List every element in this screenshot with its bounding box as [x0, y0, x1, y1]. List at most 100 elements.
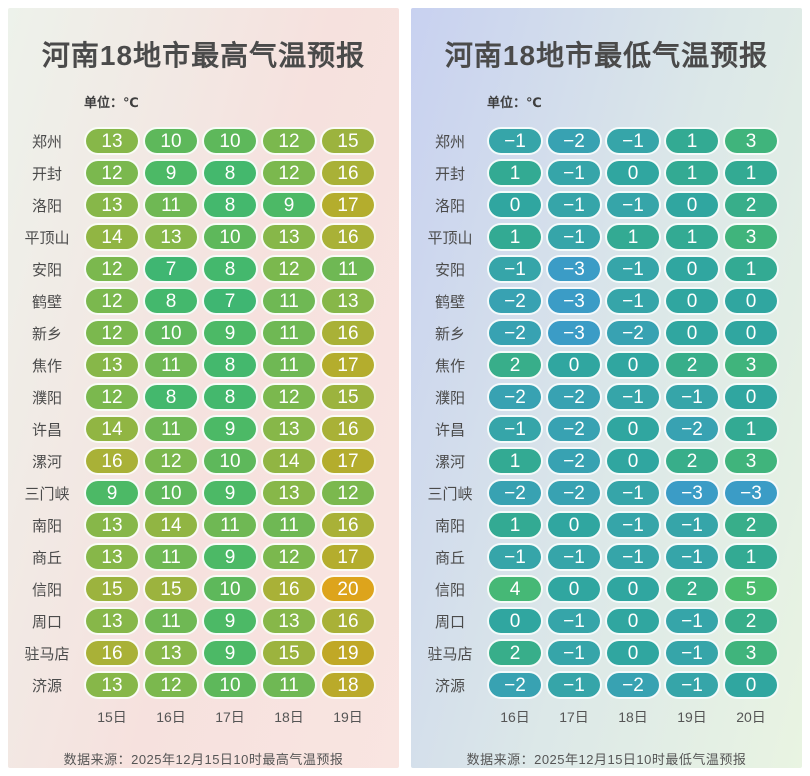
temp-pill: −2	[546, 447, 602, 475]
city-label: 许昌	[434, 421, 465, 439]
pill-group: 12 9 8 12 16	[84, 159, 376, 187]
temp-pill: 3	[723, 639, 779, 667]
table-row: 周口 0 −1 0 −1 2	[411, 605, 802, 637]
temp-pill: 1	[487, 223, 543, 251]
temp-pill: −1	[546, 223, 602, 251]
temp-pill: 14	[143, 511, 199, 539]
temp-pill: 2	[664, 575, 720, 603]
temp-pill: 15	[320, 383, 376, 411]
temp-pill: 9	[143, 159, 199, 187]
pill-group: 0 −1 −1 0 2	[487, 191, 779, 219]
temp-pill: 0	[605, 159, 661, 187]
city-label: 焦作	[31, 357, 62, 375]
temp-pill: 13	[84, 511, 140, 539]
pill-group: 9 10 9 13 12	[84, 479, 376, 507]
temp-pill: 2	[723, 191, 779, 219]
table-row: 新乡 −2 −3 −2 0 0	[411, 317, 802, 349]
temp-pill: −1	[487, 543, 543, 571]
pill-group: 1 −1 1 1 3	[487, 223, 779, 251]
temp-pill: 12	[261, 543, 317, 571]
temp-pill: 13	[84, 671, 140, 699]
table-row: 焦作 2 0 0 2 3	[411, 349, 802, 381]
temp-pill: 0	[605, 415, 661, 443]
city-label: 驻马店	[24, 645, 70, 663]
temp-pill: 0	[723, 319, 779, 347]
table-row: 平顶山 14 13 10 13 16	[8, 221, 399, 253]
temp-pill: 12	[261, 159, 317, 187]
temp-pill: 0	[605, 575, 661, 603]
temp-pill: −1	[546, 639, 602, 667]
table-row: 开封 1 −1 0 1 1	[411, 157, 802, 189]
table-row: 漯河 1 −2 0 2 3	[411, 445, 802, 477]
temp-pill: −1	[605, 511, 661, 539]
temp-pill: 17	[320, 447, 376, 475]
table-row: 信阳 15 15 10 16 20	[8, 573, 399, 605]
temp-pill: 1	[664, 159, 720, 187]
pill-group: 0 −1 0 −1 2	[487, 607, 779, 635]
city-label: 新乡	[31, 325, 62, 343]
pill-group: −1 −2 0 −2 1	[487, 415, 779, 443]
pill-group: 13 10 10 12 15	[84, 127, 376, 155]
table-row: 驻马店 16 13 9 15 19	[8, 637, 399, 669]
temp-pill: 8	[143, 287, 199, 315]
temp-pill: 11	[261, 351, 317, 379]
temp-pill: 11	[261, 671, 317, 699]
table-row: 商丘 −1 −1 −1 −1 1	[411, 541, 802, 573]
city-label: 三门峡	[427, 485, 473, 503]
temp-pill: 11	[261, 287, 317, 315]
temp-pill: 20	[320, 575, 376, 603]
temp-pill: −2	[487, 287, 543, 315]
temp-pill: 0	[546, 575, 602, 603]
temp-pill: 16	[84, 639, 140, 667]
pill-group: 16 13 9 15 19	[84, 639, 376, 667]
city-label: 许昌	[31, 421, 62, 439]
pill-group: 12 8 7 11 13	[84, 287, 376, 315]
temp-pill: −1	[487, 127, 543, 155]
temp-pill: −2	[546, 383, 602, 411]
city-label: 鹤壁	[31, 293, 62, 311]
temp-pill: 13	[143, 639, 199, 667]
temp-pill: 0	[664, 255, 720, 283]
temp-pill: 11	[320, 255, 376, 283]
page-title: 河南18地市最低气温预报	[444, 40, 769, 71]
min-temp-panel: 河南18地市最低气温预报 单位：℃ 郑州 −1 −2 −1 1 3 开封 1 −1 0 1 1 洛阳 0−…	[411, 8, 802, 768]
temp-pill: 12	[84, 319, 140, 347]
temp-pill: 12	[143, 671, 199, 699]
temp-pill: 0	[605, 351, 661, 379]
temp-pill: −3	[664, 479, 720, 507]
city-label: 漯河	[434, 453, 465, 471]
temp-pill: 9	[202, 639, 258, 667]
temp-pill: −1	[605, 383, 661, 411]
unit-label: 单位：℃	[487, 95, 542, 110]
city-label: 周口	[434, 613, 465, 631]
temp-pill: 13	[143, 223, 199, 251]
temp-pill: 18	[320, 671, 376, 699]
temp-pill: 1	[487, 447, 543, 475]
city-label: 信阳	[434, 581, 465, 599]
city-label: 焦作	[434, 357, 465, 375]
pill-group: 12 8 8 12 15	[84, 383, 376, 411]
temp-pill: 0	[664, 191, 720, 219]
temp-pill: −2	[605, 319, 661, 347]
date-label: 18日	[274, 709, 304, 725]
page-title: 河南18地市最高气温预报	[41, 40, 366, 71]
pill-group: −1 −3 −1 0 1	[487, 255, 779, 283]
temp-pill: 8	[202, 159, 258, 187]
temp-pill: 15	[84, 575, 140, 603]
temp-pill: 10	[202, 127, 258, 155]
temp-pill: 0	[546, 351, 602, 379]
temp-pill: 0	[723, 383, 779, 411]
date-label: 16日	[500, 709, 530, 725]
temp-pill: 13	[84, 127, 140, 155]
temp-pill: 10	[143, 127, 199, 155]
temp-pill: 13	[320, 287, 376, 315]
temp-pill: 14	[84, 223, 140, 251]
city-label: 南阳	[434, 517, 465, 535]
table-row: 平顶山 1 −1 1 1 3	[411, 221, 802, 253]
city-label: 新乡	[434, 325, 465, 343]
temp-pill: 3	[723, 127, 779, 155]
pill-group: 1 0 −1 −1 2	[487, 511, 779, 539]
date-label: 19日	[333, 709, 363, 725]
pill-group: −2 −1 −2 −1 0	[487, 671, 779, 699]
temp-pill: −1	[605, 287, 661, 315]
